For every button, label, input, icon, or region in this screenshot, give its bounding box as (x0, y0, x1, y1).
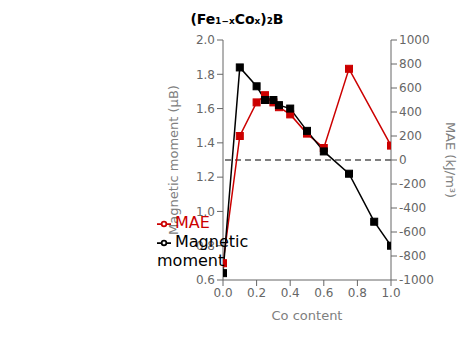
svg-text:-200: -200 (399, 177, 426, 191)
svg-text:2.0: 2.0 (196, 33, 215, 47)
svg-text:0.6: 0.6 (196, 273, 215, 287)
svg-text:1.6: 1.6 (196, 102, 215, 116)
svg-text:800: 800 (399, 57, 422, 71)
svg-text:1.0: 1.0 (381, 286, 400, 300)
svg-text:200: 200 (399, 129, 422, 143)
svg-text:-400: -400 (399, 201, 426, 215)
svg-text:0.2: 0.2 (247, 286, 266, 300)
svg-text:1.2: 1.2 (196, 170, 215, 184)
svg-text:1.4: 1.4 (196, 136, 215, 150)
svg-text:0.0: 0.0 (213, 286, 232, 300)
svg-text:0.4: 0.4 (281, 286, 300, 300)
svg-text:400: 400 (399, 105, 422, 119)
svg-text:0.6: 0.6 (314, 286, 333, 300)
svg-text:1000: 1000 (399, 33, 430, 47)
svg-text:-600: -600 (399, 225, 426, 239)
svg-text:0.8: 0.8 (196, 239, 215, 253)
svg-text:1.0: 1.0 (196, 205, 215, 219)
svg-text:Co content: Co content (272, 308, 343, 323)
svg-text:-800: -800 (399, 249, 426, 263)
svg-text:-1000: -1000 (399, 273, 434, 287)
svg-text:600: 600 (399, 81, 422, 95)
svg-text:1.8: 1.8 (196, 68, 215, 82)
svg-text:Magnetic moment (μB): Magnetic moment (μB) (166, 85, 181, 235)
svg-text:MAE (kJ/m³): MAE (kJ/m³) (443, 122, 458, 198)
svg-text:0.8: 0.8 (348, 286, 367, 300)
svg-text:0: 0 (399, 153, 407, 167)
